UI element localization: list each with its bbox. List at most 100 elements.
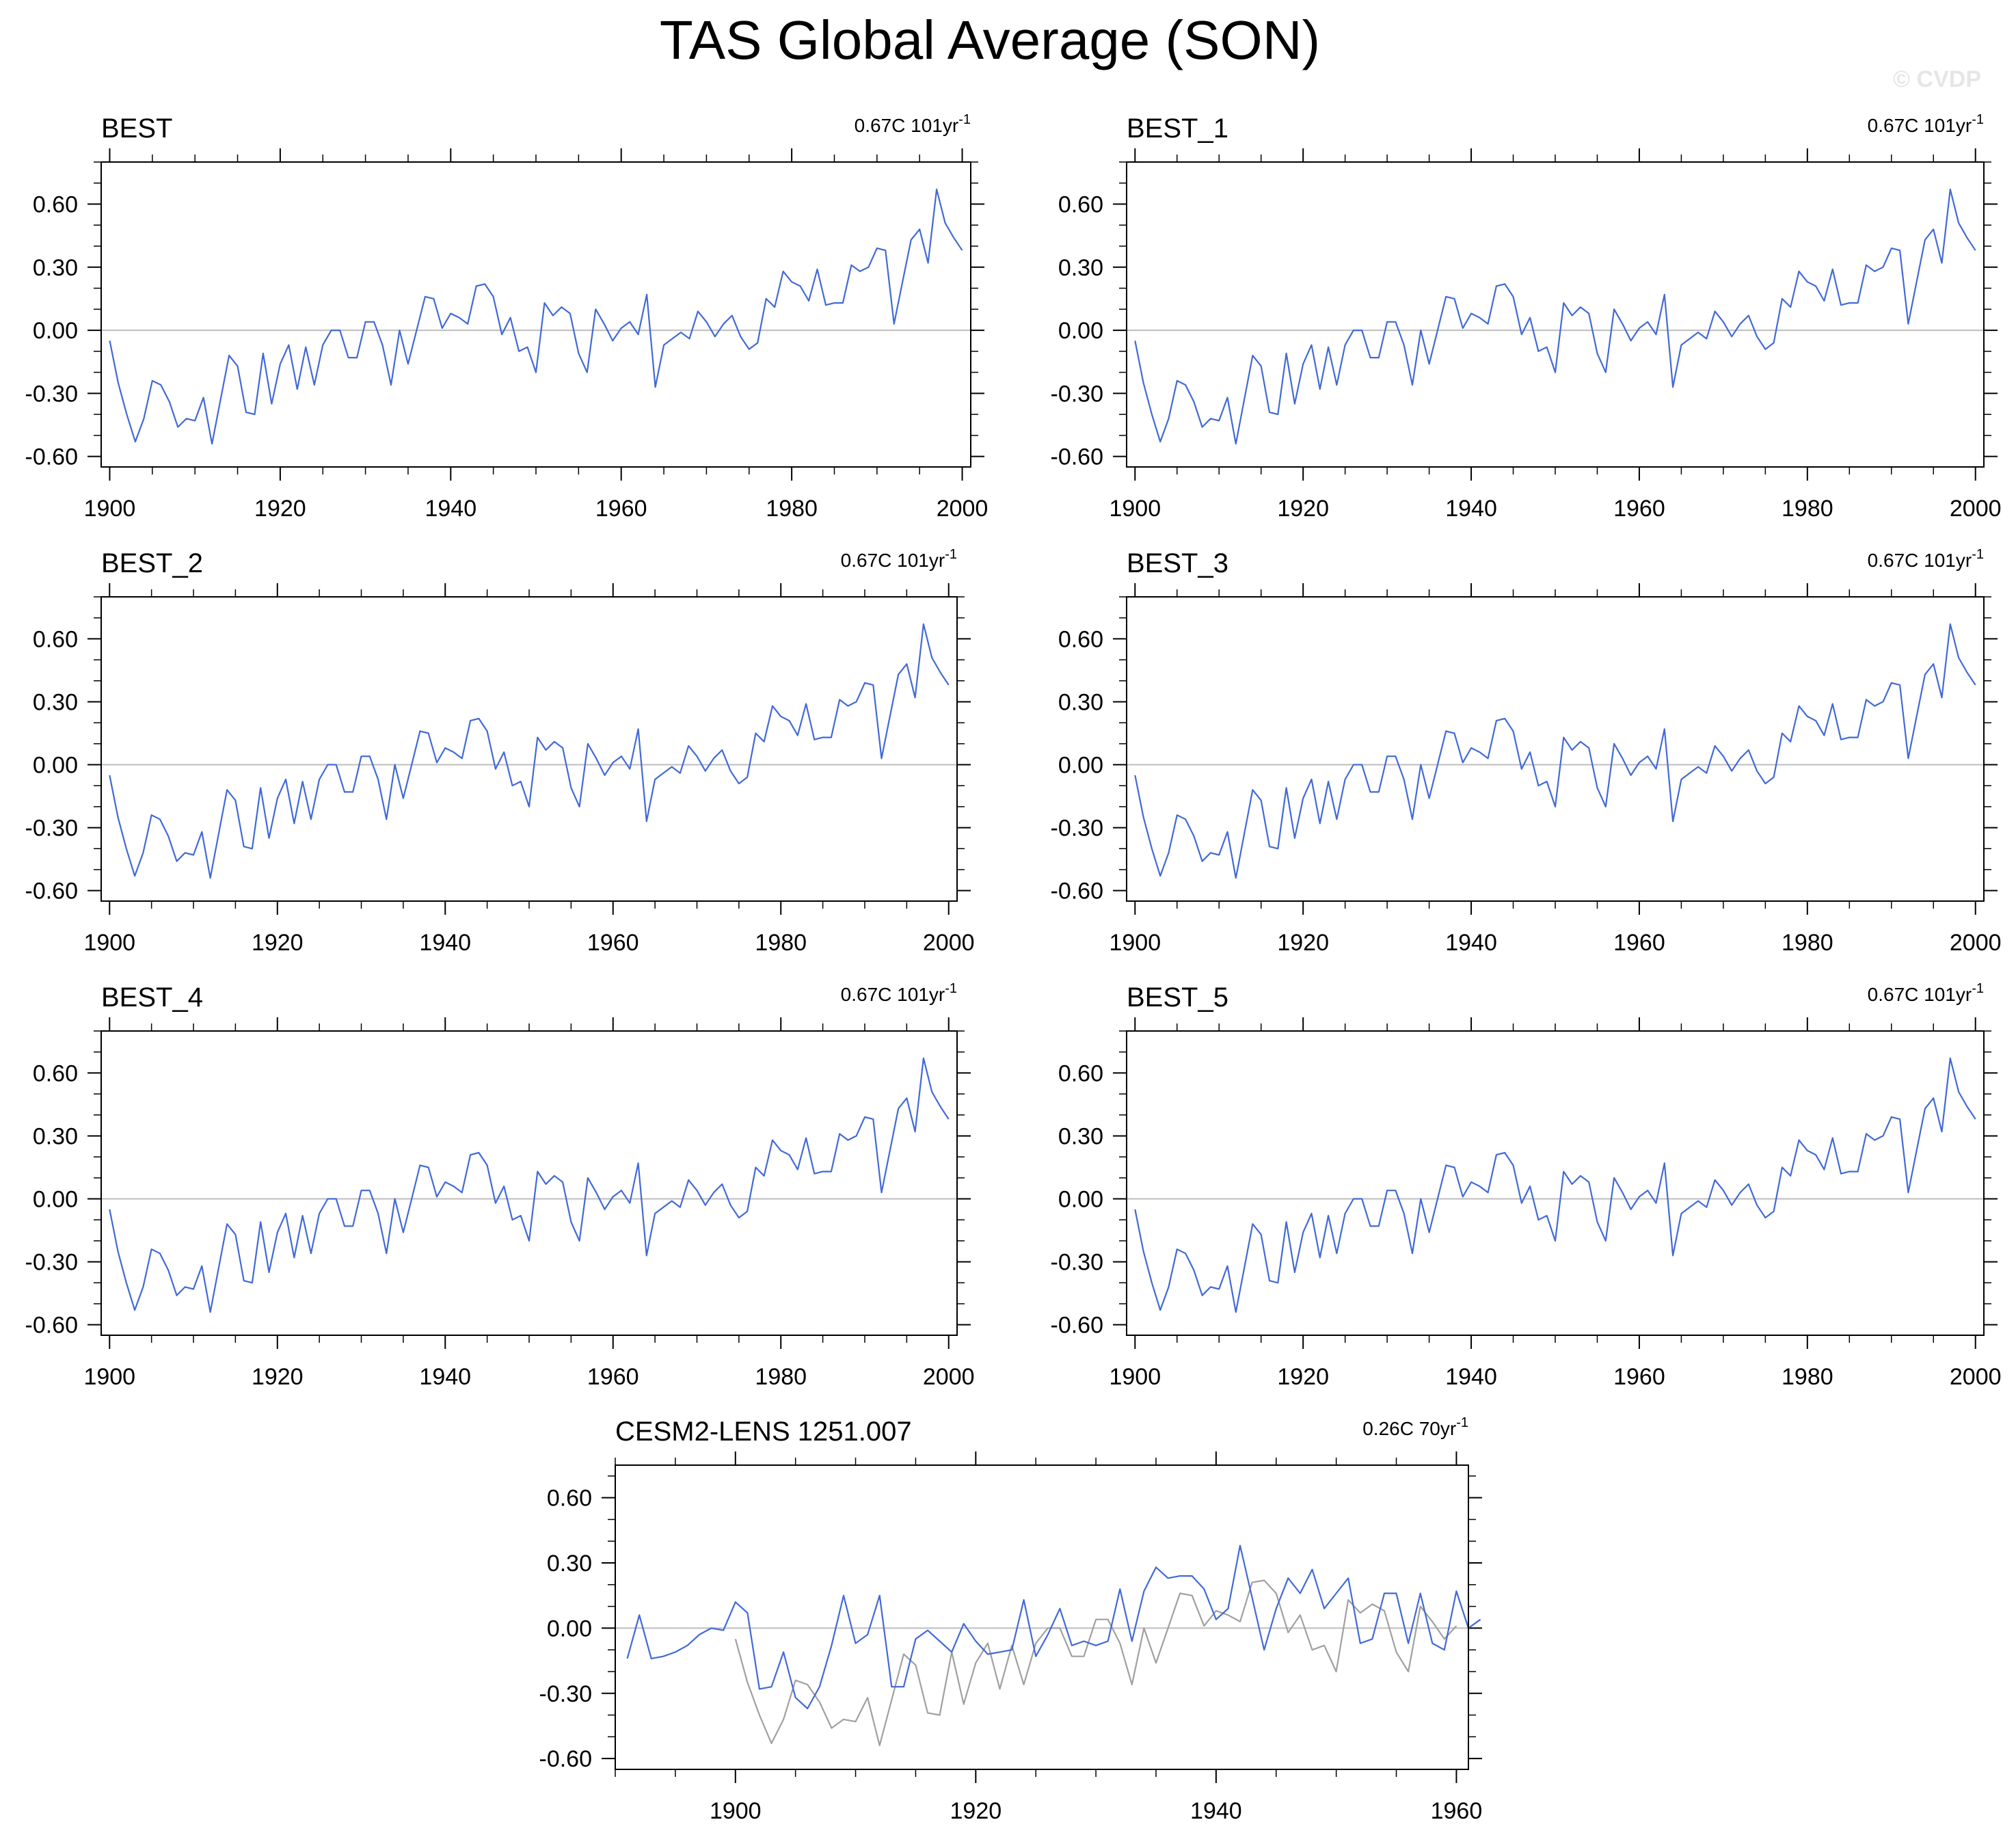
plot-frame <box>1126 161 1985 468</box>
x-tick-label: 2000 <box>1950 496 2002 522</box>
x-tick-label: 1980 <box>1782 1364 1833 1390</box>
data-series-line <box>109 623 950 879</box>
data-series-line <box>1134 623 1976 879</box>
y-tick-label: 0.00 <box>33 318 78 344</box>
x-tick-label: 1980 <box>766 496 818 522</box>
y-tick-label: 0.60 <box>1058 1060 1103 1086</box>
x-tick-label: 1920 <box>252 930 304 956</box>
plot-frame <box>615 1464 1469 1770</box>
trend-label: 0.67C 101yr-1 <box>1868 981 1984 1005</box>
x-tick-label: 1940 <box>425 496 476 522</box>
panel-5: -0.60 -0.30 0.00 0.30 0.60 1900 1920 1940 1960 19… <box>25 981 975 1390</box>
panel-2: -0.60 -0.30 0.00 0.30 0.60 1900 1920 1940 1960 19… <box>1051 112 2002 522</box>
plot-frame <box>100 596 958 902</box>
panel-6: -0.60 -0.30 0.00 0.30 0.60 1900 1920 1940 1960 19… <box>1051 981 2002 1390</box>
x-tick-label: 1960 <box>1613 496 1665 522</box>
data-series-line <box>1134 1057 1976 1313</box>
y-tick-label: -0.60 <box>539 1746 593 1772</box>
y-tick-label: 0.00 <box>33 753 78 779</box>
x-tick-label: 1960 <box>1613 930 1665 956</box>
x-tick-label: 1940 <box>1190 1798 1242 1824</box>
y-tick-label: 0.00 <box>33 1187 78 1213</box>
panels-container: -0.60 -0.30 0.00 0.30 0.60 1900 1920 1940 1960 19… <box>25 112 2002 1824</box>
watermark: © CVDP <box>1893 66 1981 92</box>
x-tick-label: 1940 <box>419 930 471 956</box>
y-tick-label: 0.30 <box>547 1551 592 1577</box>
x-tick-label: 1980 <box>1782 496 1833 522</box>
y-tick-label: -0.30 <box>1051 381 1104 407</box>
y-tick-label: 0.30 <box>33 689 78 715</box>
x-tick-label: 2000 <box>1950 930 2002 956</box>
y-tick-label: 0.60 <box>1058 192 1103 218</box>
panel-title: BEST <box>101 113 172 144</box>
y-tick-label: -0.60 <box>1051 444 1104 470</box>
x-tick-label: 1940 <box>1445 1364 1497 1390</box>
trend-label: 0.67C 101yr-1 <box>855 112 971 136</box>
trend-label: 0.67C 101yr-1 <box>841 547 957 571</box>
panel-title: BEST_4 <box>101 982 203 1013</box>
trend-superscript: -1 <box>945 547 957 562</box>
trend-label: 0.67C 101yr-1 <box>1868 547 1984 571</box>
y-tick-label: -0.30 <box>539 1681 593 1707</box>
x-tick-label: 1980 <box>755 930 807 956</box>
x-tick-label: 1980 <box>755 1364 807 1390</box>
data-series-line <box>109 188 963 445</box>
y-tick-label: -0.30 <box>25 816 79 842</box>
trend-text: 0.67C 101yr <box>841 550 945 571</box>
panel-title: BEST_3 <box>1127 548 1228 578</box>
x-tick-label: 1900 <box>1109 930 1161 956</box>
panel-title: BEST_5 <box>1127 982 1228 1013</box>
panel-title: CESM2-LENS 1251.007 <box>615 1417 912 1447</box>
x-tick-label: 2000 <box>923 1364 975 1390</box>
trend-text: 0.67C 101yr <box>1868 115 1972 136</box>
y-tick-label: -0.60 <box>25 1313 79 1339</box>
x-tick-label: 1900 <box>83 1364 135 1390</box>
y-tick-label: 0.30 <box>1058 689 1103 715</box>
x-tick-label: 1980 <box>1782 930 1833 956</box>
x-tick-label: 1940 <box>419 1364 471 1390</box>
trend-text: 0.67C 101yr <box>1868 550 1972 571</box>
trend-text: 0.67C 101yr <box>855 115 959 136</box>
y-tick-label: 0.60 <box>33 192 78 218</box>
y-tick-label: -0.60 <box>25 444 79 470</box>
trend-superscript: -1 <box>1972 981 1984 996</box>
trend-superscript: -1 <box>945 981 957 996</box>
x-tick-label: 1960 <box>1613 1364 1665 1390</box>
x-tick-label: 1940 <box>1445 930 1497 956</box>
panel-1: -0.60 -0.30 0.00 0.30 0.60 1900 1920 1940 1960 19… <box>25 112 989 522</box>
plot-frame <box>100 1030 958 1336</box>
x-tick-label: 1960 <box>1431 1798 1483 1824</box>
plot-frame <box>1126 1030 1985 1336</box>
x-tick-label: 1900 <box>710 1798 762 1824</box>
trend-label: 0.67C 101yr-1 <box>1868 112 1984 136</box>
panel-4: -0.60 -0.30 0.00 0.30 0.60 1900 1920 1940 1960 19… <box>1051 547 2002 956</box>
panel-3: -0.60 -0.30 0.00 0.30 0.60 1900 1920 1940 1960 19… <box>25 547 975 956</box>
trend-label: 0.67C 101yr-1 <box>841 981 957 1005</box>
x-tick-label: 1920 <box>1277 1364 1329 1390</box>
x-tick-label: 2000 <box>937 496 989 522</box>
y-tick-label: 0.60 <box>33 626 78 652</box>
data-series-line <box>626 1544 1481 1710</box>
y-tick-label: 0.00 <box>547 1616 592 1642</box>
trend-text: 0.67C 101yr <box>841 984 945 1005</box>
x-tick-label: 1900 <box>1109 496 1161 522</box>
x-tick-label: 1920 <box>1277 496 1329 522</box>
y-tick-label: -0.30 <box>25 1250 79 1276</box>
plot-frame <box>1126 596 1985 902</box>
x-tick-label: 1940 <box>1445 496 1497 522</box>
y-tick-label: 0.60 <box>547 1486 592 1512</box>
y-tick-label: 0.30 <box>33 1123 78 1149</box>
reference-series-line <box>734 1579 1457 1747</box>
x-tick-label: 1960 <box>587 1364 639 1390</box>
y-tick-label: 0.60 <box>33 1060 78 1086</box>
x-tick-label: 1920 <box>950 1798 1002 1824</box>
y-tick-label: -0.60 <box>1051 1313 1104 1339</box>
x-tick-label: 1920 <box>252 1364 304 1390</box>
y-tick-label: 0.30 <box>1058 255 1103 281</box>
x-tick-label: 1900 <box>1109 1364 1161 1390</box>
panel-title: BEST_1 <box>1127 113 1228 144</box>
x-tick-label: 2000 <box>1950 1364 2002 1390</box>
trend-label: 0.26C 70yr-1 <box>1362 1415 1468 1439</box>
plot-frame <box>100 161 971 468</box>
trend-text: 0.26C 70yr <box>1362 1418 1456 1439</box>
